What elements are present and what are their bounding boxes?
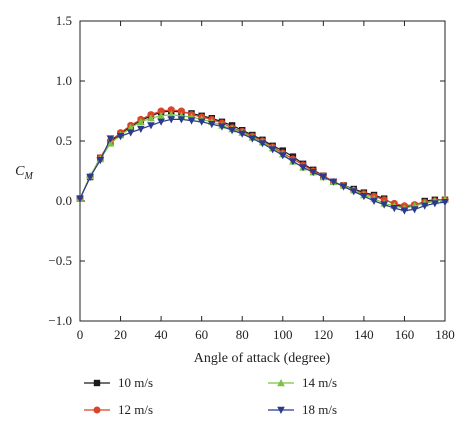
legend-label: 12 m/s [118, 402, 153, 417]
y-axis-title-main: C [15, 164, 25, 179]
x-tick-label: 120 [314, 327, 334, 342]
data-point [360, 193, 368, 201]
x-tick-label: 80 [236, 327, 249, 342]
y-axis-title: CM [15, 164, 33, 182]
data-point [157, 111, 165, 119]
data-point [177, 107, 185, 115]
legend-item: 14 m/s [268, 375, 337, 390]
series-layer [76, 106, 449, 215]
data-point [278, 152, 287, 160]
x-tick-label: 20 [114, 327, 127, 342]
data-point [157, 107, 165, 115]
data-point [157, 118, 165, 126]
legend-item: 18 m/s [268, 402, 337, 417]
data-point [390, 205, 399, 213]
series-line [79, 118, 446, 212]
data-point [86, 173, 94, 181]
data-point [319, 173, 328, 181]
x-tick-label: 100 [273, 327, 293, 342]
data-point [268, 146, 277, 154]
series-line [79, 113, 446, 209]
legend: 10 m/s 12 m/s 14 m/s 18 m/s [84, 375, 337, 417]
data-point [126, 123, 135, 131]
data-point [167, 110, 176, 118]
data-point [126, 129, 135, 137]
x-tick-label: 60 [195, 327, 208, 342]
data-point [137, 125, 145, 133]
data-point [380, 201, 388, 209]
y-tick-label: 0.0 [56, 193, 72, 208]
data-point [420, 202, 429, 210]
data-point [370, 197, 378, 205]
y-tick-label: 0.5 [56, 133, 72, 148]
series-2 [76, 106, 449, 210]
y-axis-title-subscript: M [24, 171, 34, 182]
data-point [441, 199, 449, 207]
legend-label: 18 m/s [302, 402, 337, 417]
data-point [208, 121, 216, 129]
plot-frame [79, 20, 446, 322]
data-point [167, 116, 176, 124]
axis-ticks: 0 20 40 60 80 100 120 140 160 180 −1.0 −0.5 0.0 0.5 1.… [48, 13, 454, 342]
series-4 [76, 116, 449, 215]
data-point [106, 139, 115, 147]
legend-marker [277, 379, 285, 387]
data-point [289, 158, 297, 166]
data-point [349, 188, 358, 196]
data-point [258, 140, 267, 148]
data-point [339, 183, 348, 191]
data-point [400, 207, 409, 215]
data-point [177, 116, 186, 124]
legend-label: 10 m/s [118, 375, 153, 390]
legend-item: 12 m/s [84, 402, 153, 417]
x-tick-label: 160 [395, 327, 415, 342]
data-point [76, 195, 84, 203]
data-point [147, 122, 155, 130]
data-point [329, 178, 338, 186]
y-tick-label: −0.5 [48, 253, 72, 268]
data-point [309, 169, 317, 177]
x-tick-label: 40 [155, 327, 168, 342]
data-point [116, 133, 125, 141]
data-point [248, 135, 257, 143]
x-tick-label: 140 [354, 327, 374, 342]
legend-label: 14 m/s [302, 375, 337, 390]
data-point [106, 135, 115, 143]
legend-marker [93, 379, 101, 387]
legend-marker [93, 406, 101, 414]
data-point [147, 114, 155, 122]
y-tick-label: 1.0 [56, 73, 72, 88]
y-tick-label: 1.5 [56, 13, 72, 28]
data-point [96, 157, 105, 165]
x-axis-title: Angle of attack (degree) [194, 351, 331, 366]
x-tick-label: 180 [435, 327, 455, 342]
x-tick-label: 0 [77, 327, 84, 342]
data-point [410, 206, 419, 214]
legend-item: 10 m/s [84, 375, 153, 390]
data-point [137, 117, 145, 125]
data-point [228, 127, 236, 135]
data-point [187, 117, 196, 125]
data-point [299, 164, 307, 172]
data-point [431, 200, 439, 208]
y-tick-label: −1.0 [48, 313, 72, 328]
data-point [238, 130, 247, 138]
data-point [197, 118, 206, 126]
legend-marker [277, 406, 285, 414]
data-point [167, 106, 175, 114]
data-point [218, 123, 226, 131]
